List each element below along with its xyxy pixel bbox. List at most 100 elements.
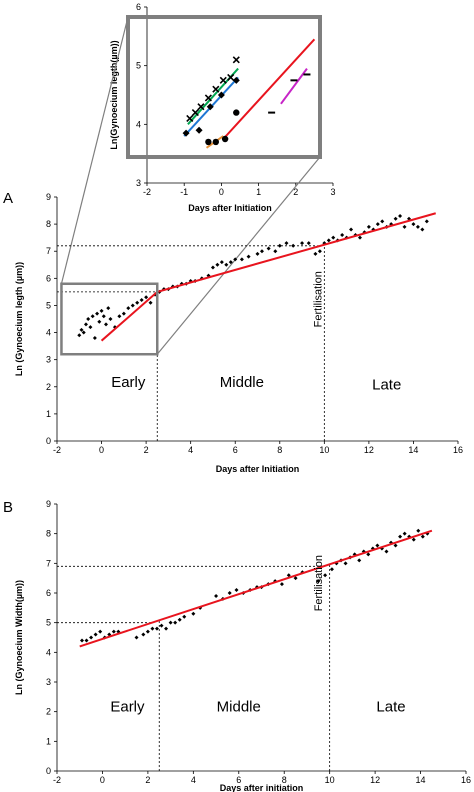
y-tick-label: 5 (46, 618, 51, 628)
data-point (227, 591, 232, 595)
data-point (380, 219, 385, 224)
data-point (366, 552, 371, 557)
data-point (210, 265, 215, 270)
data-point (233, 257, 238, 262)
data-point (108, 317, 113, 321)
data-point (246, 254, 251, 259)
data-point (291, 243, 296, 248)
phase-label: Early (111, 374, 146, 391)
zoom-connector-lower (156, 156, 321, 355)
data-point (135, 300, 140, 305)
x-tick-label: 14 (416, 775, 426, 785)
data-point (134, 635, 139, 640)
data-point (279, 582, 284, 587)
panel-b-fit-line (79, 529, 433, 648)
data-point-diamond (195, 126, 203, 134)
panel-b-reference-lines (57, 564, 331, 771)
data-point (349, 227, 354, 232)
inset-y-axis-label: Ln(Gynoecium legth(µm)) (109, 40, 119, 149)
data-point-cross (191, 109, 199, 117)
data-point (357, 558, 362, 563)
x-tick-label: 4 (191, 775, 196, 785)
panel-a-phase-labels: Early Middle Late (111, 374, 401, 394)
data-point (154, 626, 159, 631)
y-tick-label: 2 (46, 707, 51, 717)
data-point (141, 632, 146, 637)
data-point (284, 241, 289, 246)
data-point (99, 308, 104, 313)
data-point (277, 243, 282, 248)
data-point (420, 227, 425, 232)
data-point (144, 295, 149, 300)
y-tick-label: 3 (46, 677, 51, 687)
data-point-circle (233, 109, 240, 116)
data-point (182, 614, 187, 619)
data-point (95, 311, 100, 316)
data-point (415, 224, 420, 229)
phase-label: Middle (217, 699, 261, 716)
y-tick-label: 7 (46, 246, 51, 256)
data-point (402, 224, 407, 229)
data-point (93, 632, 98, 637)
x-tick-label: -2 (53, 445, 61, 455)
phase-label: Late (376, 699, 405, 716)
y-tick-label: 5 (136, 61, 141, 71)
panel-a-zoom-box (60, 282, 159, 356)
data-point (98, 629, 103, 634)
data-point (159, 623, 164, 628)
data-point-cross (212, 85, 220, 93)
x-tick-label: 16 (461, 775, 471, 785)
data-point (79, 638, 84, 643)
y-tick-label: 6 (46, 588, 51, 598)
data-point (375, 222, 380, 227)
data-point (293, 576, 298, 581)
y-tick-label: 3 (136, 178, 141, 188)
y-tick-label: 0 (46, 436, 51, 446)
x-tick-label: 1 (256, 187, 261, 197)
data-point (234, 588, 239, 593)
data-point (81, 330, 86, 335)
data-point (177, 617, 182, 622)
panel-a-letter: A (3, 190, 13, 207)
data-point (424, 219, 429, 224)
data-point (83, 322, 88, 327)
panel-a-y-axis-label: Ln (Gynoecium legth (µm)) (14, 262, 24, 376)
y-tick-label: 8 (46, 529, 51, 539)
panel-a-fertilisation-label: Fertilisation (312, 271, 324, 327)
panel-a-x-axis-label: Days after Initiation (216, 464, 300, 474)
data-point (130, 303, 135, 308)
x-tick-label: 12 (370, 775, 380, 785)
data-point (266, 246, 271, 251)
inset-x-axis-label: Days after Initiation (188, 203, 272, 213)
data-point (239, 257, 244, 262)
data-point-cross (197, 103, 205, 111)
data-point (97, 319, 102, 324)
data-point (111, 629, 116, 634)
data-point (393, 543, 398, 548)
data-point (384, 549, 389, 554)
data-point (215, 262, 220, 267)
y-tick-label: 0 (46, 766, 51, 776)
x-tick-label: 0 (100, 775, 105, 785)
y-tick-label: 4 (136, 119, 141, 129)
data-point (150, 626, 155, 631)
data-point (416, 528, 421, 533)
data-point (106, 306, 111, 311)
data-point (313, 251, 318, 256)
data-point (84, 638, 89, 643)
y-tick-label: 9 (46, 499, 51, 509)
data-point (411, 537, 416, 542)
panel-a-reference-lines (57, 244, 325, 441)
y-tick-label: 7 (46, 558, 51, 568)
x-tick-label: 2 (145, 775, 150, 785)
y-tick-label: 9 (46, 192, 51, 202)
x-tick-label: 8 (282, 775, 287, 785)
data-point (224, 262, 229, 267)
y-tick-label: 1 (46, 409, 51, 419)
data-point-cross (219, 76, 227, 84)
data-point (191, 611, 196, 616)
data-point-cross (227, 73, 235, 81)
data-point (79, 327, 84, 332)
panel-b-points (79, 528, 430, 643)
x-tick-label: 10 (319, 445, 329, 455)
